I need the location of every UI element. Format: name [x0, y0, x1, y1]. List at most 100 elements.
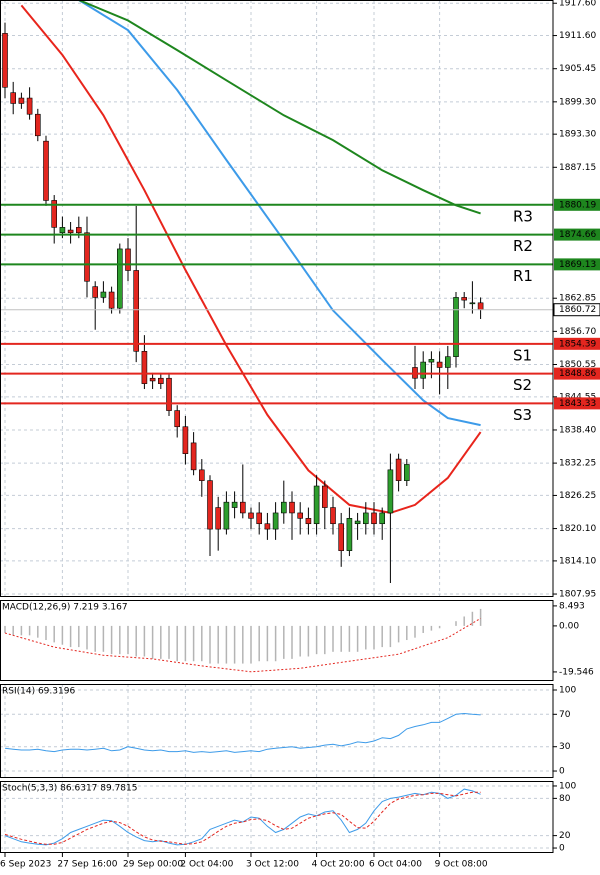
candle-body [313, 485, 320, 525]
candle-body [51, 200, 58, 228]
level-price-box [554, 397, 600, 410]
y-tick-label: 1856.70 [559, 327, 596, 337]
y-tick-label: 1917.60 [559, 0, 596, 9]
candle-body [231, 501, 238, 508]
level-price: 1869.13 [559, 260, 596, 270]
candle-body [92, 286, 98, 298]
candle-body [321, 485, 328, 508]
candle-body [117, 248, 123, 309]
indicator-line [4, 788, 481, 846]
candle-body [158, 377, 164, 384]
candle-body [59, 227, 66, 234]
y-tick-label: 1838.40 [559, 425, 596, 435]
candle-body [84, 232, 90, 282]
candle-body [330, 507, 336, 525]
candle-body [248, 512, 254, 519]
candle-body [18, 97, 25, 104]
level-name: R2 [513, 237, 533, 255]
level-name: S3 [513, 406, 532, 424]
candle-body [34, 113, 41, 137]
candle-body [2, 33, 8, 88]
level-name: R3 [513, 207, 533, 225]
candle-body [108, 291, 115, 309]
panel-title: Stoch(5,3,3) 86.6317 89.7815 [2, 784, 137, 794]
x-tick-label: 2 Oct 04:00 [180, 860, 233, 870]
candle-body [141, 351, 148, 384]
y-tick-label: 0 [559, 844, 565, 854]
y-tick-label: 1899.30 [559, 97, 596, 107]
candle-body [256, 512, 263, 525]
candle-body [207, 480, 213, 530]
y-tick-label: 1887.15 [559, 163, 596, 173]
y-tick-label: 1844.55 [559, 392, 596, 402]
candle-body [125, 248, 131, 271]
candle-body [346, 518, 353, 551]
x-tick-label: 27 Sep 16:00 [57, 860, 117, 870]
last-price-box [553, 303, 600, 317]
panel-border [0, 781, 554, 853]
candle-body [215, 507, 221, 530]
candle-body [362, 512, 369, 525]
moving-average [78, 0, 481, 215]
level-price: 1848.86 [559, 369, 596, 379]
y-tick-label: 100 [559, 781, 576, 791]
candle-body [289, 501, 295, 514]
candle-body [477, 302, 484, 311]
y-tick-label: 1820.10 [559, 524, 596, 534]
candle-body [149, 377, 156, 382]
candle-body [182, 426, 189, 454]
candle-body [403, 464, 410, 481]
candle-body [428, 359, 435, 363]
candle-body [436, 361, 443, 368]
y-tick-label: 70 [559, 710, 571, 720]
y-tick-label: 8.493 [559, 601, 585, 611]
candle-body [264, 523, 271, 530]
y-tick-label: 1814.10 [559, 556, 596, 566]
candle-body [420, 361, 427, 379]
indicator-line [4, 791, 481, 845]
moving-average [78, 0, 481, 427]
level-price: 1843.33 [559, 399, 596, 409]
level-price-box [554, 228, 600, 241]
x-tick-label: 4 Oct 20:00 [312, 860, 365, 870]
level-price: 1874.66 [559, 230, 596, 240]
y-tick-label: 1807.95 [559, 590, 596, 600]
candle-body [76, 227, 82, 234]
candle-body [199, 469, 205, 481]
candle-body [67, 229, 74, 234]
candle-body [379, 512, 386, 525]
level-price: 1880.19 [559, 200, 596, 210]
y-tick-label: 100 [559, 685, 576, 695]
moving-average [20, 4, 482, 514]
panel-title: MACD(12,26,9) 7.219 3.167 [2, 603, 128, 613]
candle-body [469, 302, 476, 305]
indicator-line [4, 712, 481, 753]
candle-body [305, 518, 312, 525]
level-price-box [554, 198, 600, 211]
candle-body [371, 512, 377, 525]
y-tick-label: 20 [559, 831, 571, 841]
x-tick-label: 6 Oct 04:00 [369, 860, 422, 870]
x-tick-label: 3 Oct 12:00 [246, 860, 299, 870]
candle-body [461, 297, 468, 301]
candle-body [26, 97, 33, 115]
candle-body [338, 523, 345, 551]
signal-line [4, 617, 481, 673]
y-tick-label: 80 [559, 794, 571, 804]
candle-body [100, 291, 107, 298]
level-price: 1854.39 [559, 339, 596, 349]
level-name: S2 [513, 376, 532, 394]
candle-body [453, 297, 459, 357]
candle-body [395, 458, 402, 481]
x-tick-label: 6 Sep 2023 [0, 860, 51, 870]
y-tick-label: 1850.55 [559, 360, 596, 370]
x-tick-label: 9 Oct 08:00 [435, 860, 488, 870]
y-tick-label: 0 [559, 767, 565, 777]
level-price-box [554, 258, 600, 271]
y-tick-label: 1911.60 [559, 31, 596, 41]
level-name: R1 [513, 267, 533, 285]
candle-body [133, 270, 139, 352]
level-price-box [554, 367, 600, 380]
candle-body [444, 356, 451, 368]
